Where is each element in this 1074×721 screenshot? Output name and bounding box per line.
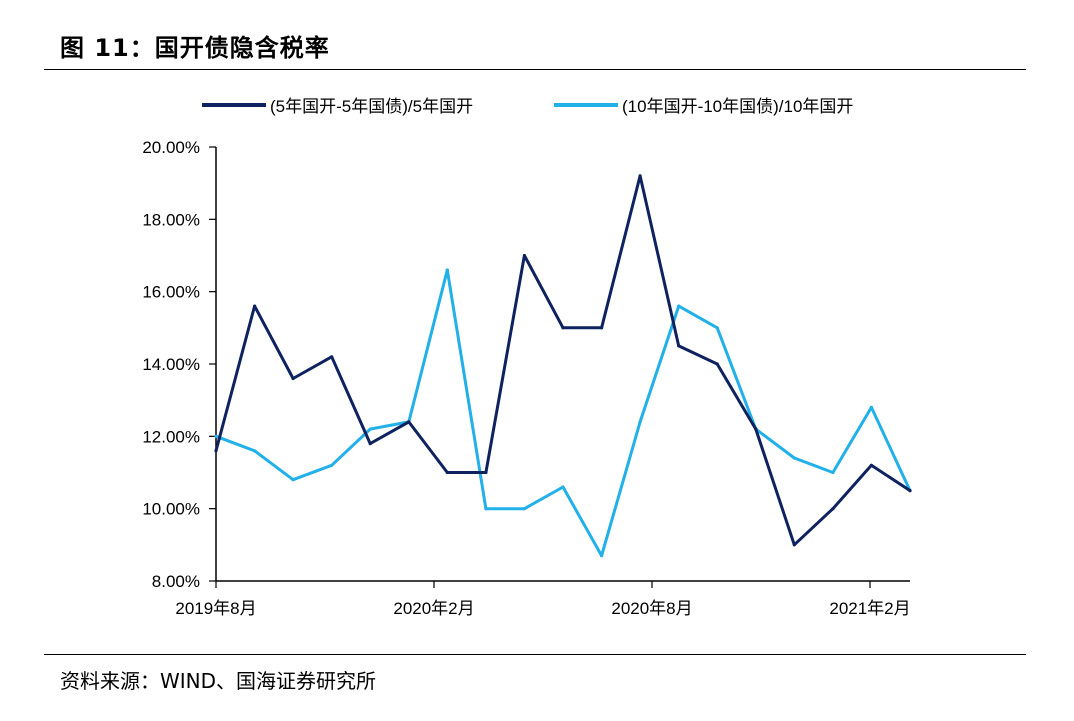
data-point [677, 304, 681, 308]
legend-label-series-2: (10年国开-10年国债)/10年国开 [622, 97, 853, 116]
data-point [522, 253, 527, 258]
footer-divider [44, 654, 1026, 655]
data-point [869, 463, 874, 467]
source-note: 资料来源：WIND、国海证券研究所 [60, 669, 377, 693]
data-point [445, 268, 449, 272]
data-point [600, 554, 604, 558]
data-point [831, 507, 835, 511]
x-tick-label: 2019年8月 [175, 599, 256, 618]
data-point [253, 449, 257, 453]
data-point [214, 434, 218, 438]
series-layer [214, 174, 912, 558]
data-point [291, 376, 295, 381]
data-point [869, 405, 874, 409]
data-point [715, 326, 719, 330]
data-point [330, 355, 334, 359]
x-tick-label: 2020年2月 [393, 599, 474, 618]
y-tick-label: 20.00% [142, 138, 200, 157]
data-point [831, 470, 835, 475]
y-tick-label: 14.00% [142, 355, 200, 374]
series-1 [214, 174, 912, 547]
y-tick-label: 12.00% [142, 427, 200, 446]
data-point [792, 456, 796, 460]
data-point [638, 174, 642, 178]
series-2 [214, 268, 912, 558]
data-point [522, 507, 527, 511]
y-tick-label: 18.00% [142, 210, 200, 229]
y-tick-label: 16.00% [142, 283, 200, 302]
x-tick-label: 2020年8月 [611, 599, 692, 618]
data-point [600, 326, 604, 330]
data-point [677, 344, 681, 348]
data-point [253, 304, 257, 308]
data-point [445, 470, 449, 475]
axes: 8.00% 10.00% 12.00% 14.00% 16.00% 18.00% 20.00… [142, 138, 910, 618]
legend: (5年国开-5年国债)/5年国开 (10年国开-10年国债)/10年国开 [202, 97, 853, 116]
data-point [754, 427, 758, 431]
data-point [561, 326, 565, 330]
data-point [484, 470, 488, 475]
title-divider [44, 69, 1026, 70]
legend-label-series-1: (5年国开-5年国债)/5年国开 [270, 97, 473, 116]
y-tick-label: 10.00% [142, 500, 200, 519]
data-point [291, 478, 295, 482]
data-point [330, 463, 334, 467]
data-point [638, 420, 642, 424]
line-chart: (5年国开-5年国债)/5年国开 (10年国开-10年国债)/10年国开 8.0… [142, 97, 912, 618]
x-tick-label: 2021年2月 [829, 599, 910, 618]
data-point [407, 420, 411, 424]
series-line-2 [214, 268, 912, 558]
data-point [561, 485, 565, 489]
y-tick-label: 8.00% [152, 572, 200, 591]
data-point [792, 543, 796, 547]
data-point [484, 507, 488, 511]
figure-title: 图 11：国开债隐含税率 [60, 34, 330, 62]
data-point [368, 427, 372, 431]
data-point [715, 362, 719, 366]
data-point [908, 489, 912, 493]
data-point [214, 449, 218, 453]
data-point [368, 442, 372, 446]
